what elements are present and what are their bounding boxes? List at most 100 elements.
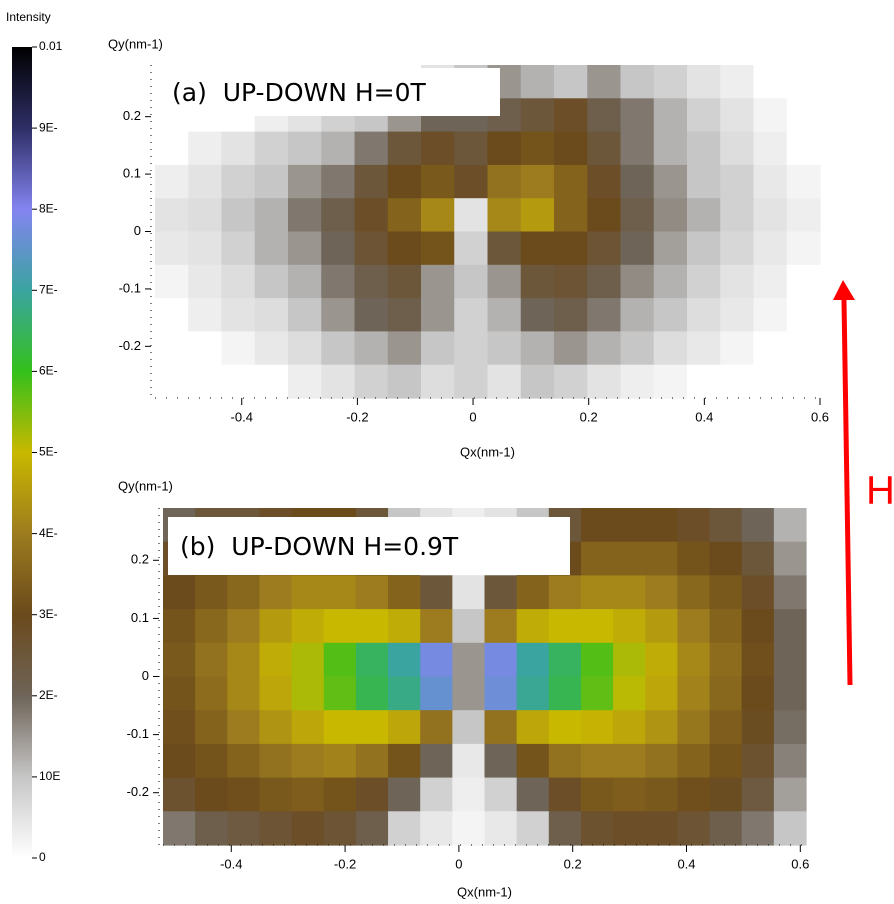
heatmap-cell	[580, 811, 614, 846]
heatmap-cell	[741, 743, 775, 779]
heatmap-cell	[323, 642, 357, 678]
heatmap-cell	[321, 131, 356, 166]
heatmap-cell	[254, 331, 289, 366]
heatmap-cell	[653, 231, 688, 266]
heatmap-cell	[188, 331, 223, 366]
heatmap-cell	[421, 364, 455, 399]
heatmap-cell	[354, 164, 389, 199]
heatmap-cell	[580, 541, 614, 576]
heatmap-cell	[163, 811, 196, 846]
heatmap-cell	[259, 777, 293, 812]
heatmap-cell	[741, 508, 775, 543]
heatmap-cell	[687, 65, 721, 99]
heatmap-cell	[227, 642, 261, 678]
colorbar-tick-label: 7E-	[39, 282, 58, 296]
heatmap-cell	[388, 743, 421, 779]
title-box	[160, 68, 500, 116]
heatmap-cell	[677, 642, 711, 678]
heatmap-cell	[323, 811, 357, 846]
heatmap-cell	[753, 131, 788, 166]
colorbar-tick-label: 0.01	[39, 39, 63, 53]
heatmap-cell	[288, 131, 322, 166]
heatmap-cell	[773, 541, 807, 576]
heatmap-cell	[227, 609, 261, 644]
heatmap-cell	[387, 231, 422, 266]
heatmap-cell	[548, 743, 582, 779]
heatmap-cell	[720, 264, 755, 299]
heatmap-cell	[195, 642, 228, 678]
heatmap-cell	[452, 743, 486, 779]
heatmap-cell	[355, 642, 389, 678]
heatmap-cell	[420, 777, 453, 812]
heatmap-cell	[420, 609, 453, 644]
heatmap-cell	[687, 331, 721, 366]
x-tick-label: 0.2	[564, 856, 582, 871]
heatmap-cell	[484, 642, 518, 678]
heatmap-cell	[709, 811, 743, 846]
heatmap-cell	[587, 65, 622, 99]
heatmap-cell	[741, 541, 775, 576]
heatmap-cell	[554, 131, 588, 166]
heatmap-cell	[613, 676, 646, 711]
x-tick-label: -0.4	[231, 409, 253, 424]
heatmap-cell	[355, 710, 389, 745]
heatmap-cell	[452, 676, 486, 711]
heatmap-cell	[155, 264, 189, 299]
heatmap-cell	[741, 642, 775, 678]
heatmap-cell	[554, 98, 588, 133]
heatmap-cell	[227, 676, 261, 711]
heatmap-cell	[520, 298, 555, 332]
heatmap-cell	[753, 331, 788, 366]
heatmap-cell	[321, 331, 356, 366]
heatmap-cell	[720, 231, 755, 266]
heatmap-cell	[753, 298, 788, 332]
heatmap-cell	[620, 231, 655, 266]
heatmap-cell	[516, 710, 550, 745]
heatmap-cell	[195, 811, 228, 846]
heatmap-cell	[645, 710, 678, 745]
heatmap-cell	[620, 131, 655, 166]
heatmap-cell	[677, 541, 711, 576]
heatmap-cell	[155, 331, 189, 366]
heatmap-cell	[484, 575, 518, 610]
field-label: H	[866, 469, 894, 513]
heatmap-cell	[620, 198, 655, 233]
heatmap-cell	[195, 609, 228, 644]
heatmap-cell	[454, 231, 489, 266]
colorbar-tick-label: 2E-	[39, 688, 58, 702]
heatmap-cell	[387, 131, 422, 166]
heatmap-cell	[487, 131, 522, 166]
heatmap-cell	[323, 743, 357, 779]
heatmap-cell	[484, 811, 518, 846]
heatmap-cell	[620, 364, 655, 399]
heatmap-cell	[580, 710, 614, 745]
heatmap-cell	[613, 508, 646, 543]
heatmap-cell	[677, 508, 711, 543]
heatmap-cell	[587, 364, 622, 399]
y-tick-label: 0.1	[123, 166, 141, 181]
heatmap-cell	[452, 710, 486, 745]
heatmap-cell	[484, 743, 518, 779]
heatmap-cell	[645, 777, 678, 812]
y-tick-label: 0.2	[123, 108, 141, 123]
heatmap-cell	[259, 642, 293, 678]
heatmap-cell	[195, 777, 228, 812]
heatmap-cell	[645, 642, 678, 678]
field-arrow	[841, 299, 853, 686]
x-axis-title: Qx(nm-1)	[460, 444, 515, 459]
heatmap-cell	[155, 164, 189, 199]
heatmap-cell	[587, 231, 622, 266]
x-tick-label: 0.2	[580, 409, 598, 424]
heatmap-cell	[677, 575, 711, 610]
heatmap-cell	[420, 743, 453, 779]
heatmap-cell	[620, 164, 655, 199]
heatmap-cell	[421, 131, 455, 166]
heatmap-cell	[709, 609, 743, 644]
heatmap-cell	[221, 364, 256, 399]
heatmap-cell	[587, 298, 622, 332]
heatmap-cell	[421, 164, 455, 199]
heatmap-cell	[709, 642, 743, 678]
heatmap-cell	[163, 710, 196, 745]
heatmap-cell	[709, 508, 743, 543]
heatmap-cell	[548, 676, 582, 711]
